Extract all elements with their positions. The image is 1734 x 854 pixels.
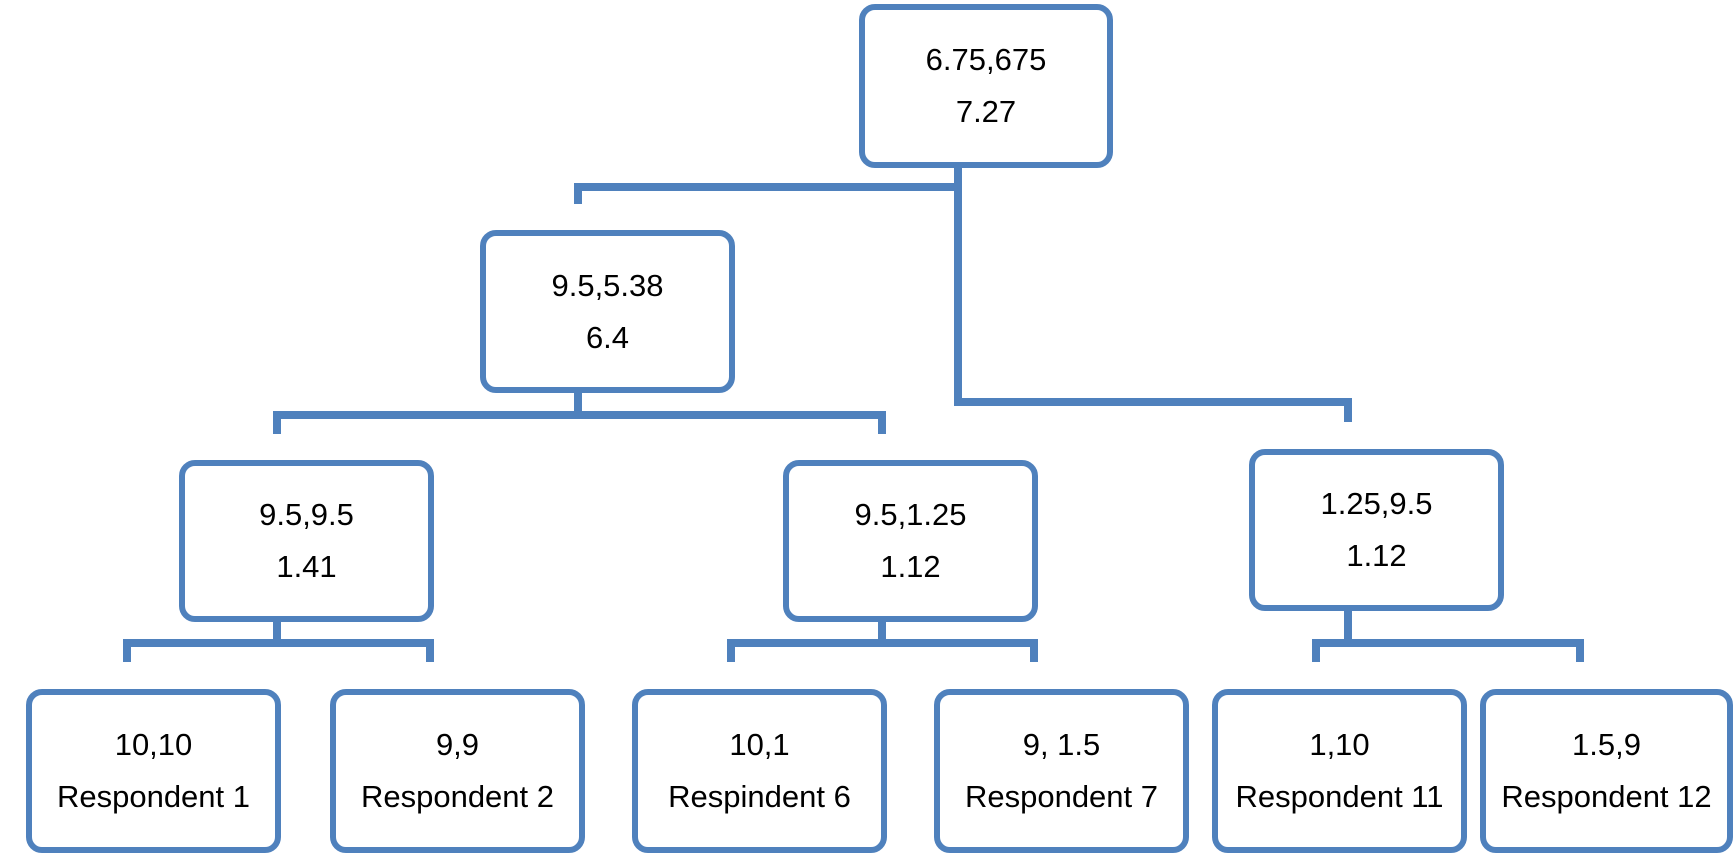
node-mid-left-distance: 6.4 — [585, 319, 630, 355]
leaf-respondent-2: 9,9 Respondent 2 — [330, 689, 585, 853]
leaf-1-values: 10,10 — [114, 727, 193, 762]
node-low-a: 9.5,9.5 1.41 — [179, 460, 434, 622]
leaf-12-values: 1.5,9 — [1572, 727, 1641, 762]
node-low-c: 1.25,9.5 1.12 — [1249, 449, 1504, 611]
node-mid-left-values: 9.5,5.38 — [551, 267, 664, 303]
leaf-11-label: Respondent 11 — [1235, 779, 1444, 814]
leaf-respondent-11: 1,10 Respondent 11 — [1212, 689, 1467, 853]
leaf-respondent-6: 10,1 Respindent 6 — [632, 689, 887, 853]
node-low-a-distance: 1.41 — [276, 549, 337, 584]
connector-mid-children — [273, 390, 886, 434]
node-low-c-distance: 1.12 — [1346, 538, 1407, 573]
leaf-7-values: 9, 1.5 — [1022, 727, 1101, 762]
connector-low-b-leaves — [727, 618, 1038, 662]
leaf-2-values: 9,9 — [435, 727, 480, 762]
leaf-1-label: Respondent 1 — [56, 779, 251, 814]
leaf-respondent-1: 10,10 Respondent 1 — [26, 689, 281, 853]
node-low-a-values: 9.5,9.5 — [259, 497, 354, 532]
node-low-b: 9.5,1.25 1.12 — [783, 460, 1038, 622]
node-mid-left: 9.5,5.38 6.4 — [480, 230, 735, 393]
node-root-distance: 7.27 — [955, 94, 1017, 129]
node-root-values: 6.75,675 — [925, 42, 1047, 77]
leaf-11-values: 1,10 — [1309, 727, 1370, 762]
connector-low-a-leaves — [123, 618, 434, 662]
leaf-respondent-7: 9, 1.5 Respondent 7 — [934, 689, 1189, 853]
leaf-6-label: Respindent 6 — [668, 779, 851, 814]
leaf-12-label: Respondent 12 — [1501, 779, 1712, 814]
connector-root-right — [954, 168, 1352, 422]
node-root: 6.75,675 7.27 — [859, 4, 1113, 168]
node-low-b-values: 9.5,1.25 — [854, 497, 967, 532]
connector-low-c-leaves — [1312, 608, 1584, 662]
node-low-b-distance: 1.12 — [880, 549, 941, 584]
leaf-2-label: Respondent 2 — [360, 779, 555, 814]
node-low-c-values: 1.25,9.5 — [1320, 486, 1433, 521]
leaf-6-values: 10,1 — [729, 727, 790, 762]
leaf-7-label: Respondent 7 — [964, 779, 1159, 814]
connector-root-left — [574, 168, 962, 204]
leaf-respondent-12: 1.5,9 Respondent 12 — [1480, 689, 1733, 853]
